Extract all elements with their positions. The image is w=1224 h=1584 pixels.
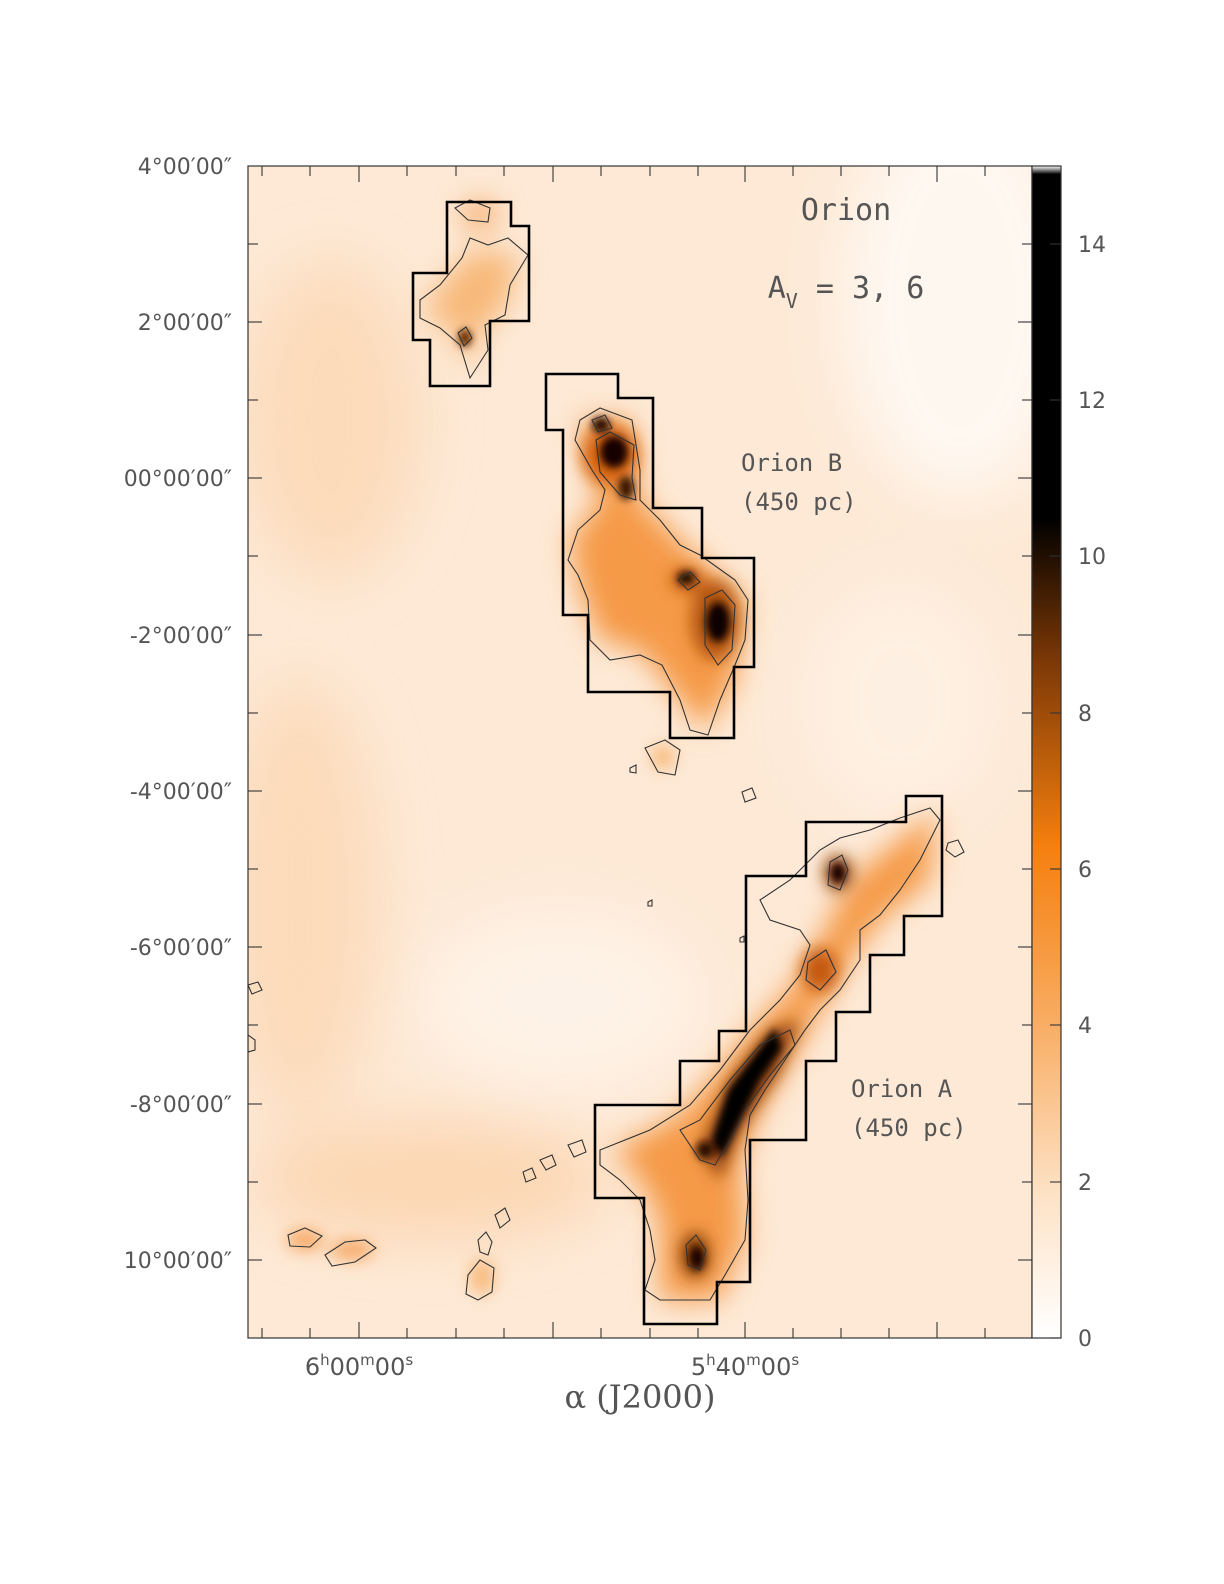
x-axis-label: α (J2000) <box>564 1378 715 1416</box>
colorbar-tick-label: 0 <box>1078 1327 1092 1352</box>
colorbar-tick-label: 10 <box>1078 545 1106 570</box>
y-tick-label: 4°00′00″ <box>138 155 232 180</box>
colorbar-ticks <box>1050 243 1061 1339</box>
y-tick-labels: 4°00′00″ 2°00′00″ 00°00′00″ -2°00′00″ -4… <box>124 155 232 1274</box>
colorbar-tick-label: 14 <box>1078 233 1106 258</box>
x-tick-labels: 6h00m00s 5h40m00s <box>305 1351 800 1381</box>
colorbar-tick-labels: 0 2 4 6 8 10 12 14 <box>1078 233 1106 1352</box>
survey-boundary-north <box>411 200 531 388</box>
y-tick-label: -4°00′00″ <box>130 780 232 805</box>
annotation-orion-b-line1: Orion B <box>741 449 842 477</box>
contour-lines <box>248 199 965 1301</box>
y-tick-label: 00°00′00″ <box>124 467 232 492</box>
y-tick-label: 10°00′00″ <box>124 1249 232 1274</box>
colorbar-tick-label: 2 <box>1078 1171 1092 1196</box>
survey-boundary-orion-b <box>544 372 756 740</box>
colorbar-tick-label: 6 <box>1078 858 1092 883</box>
annotation-orion-b-line2: (450 pc) <box>741 488 857 516</box>
y-tick-label: -2°00′00″ <box>130 624 232 649</box>
colorbar-gradient <box>1031 165 1062 1339</box>
x-tick-label: 5h40m00s <box>691 1351 800 1381</box>
colorbar: 0 2 4 6 8 10 12 14 <box>1031 165 1106 1352</box>
y-tick-label: 2°00′00″ <box>138 311 232 336</box>
y-tick-label: -6°00′00″ <box>130 936 232 961</box>
survey-boundary-orion-a <box>593 794 944 1326</box>
y-tick-label: -8°00′00″ <box>130 1093 232 1118</box>
x-axis-ticks <box>261 166 986 1338</box>
colorbar-tick-label: 4 <box>1078 1014 1092 1039</box>
map-image <box>248 166 1032 1338</box>
survey-boundaries <box>411 200 944 1326</box>
chart-subtitle: AV = 3, 6 <box>768 271 925 313</box>
chart-title: Orion <box>801 193 891 228</box>
colorbar-tick-label: 8 <box>1078 702 1092 727</box>
x-tick-label: 6h00m00s <box>305 1351 414 1381</box>
annotation-orion-a-line1: Orion A <box>851 1075 953 1103</box>
colorbar-tick-label: 12 <box>1078 389 1106 414</box>
annotation-orion-b: Orion B (450 pc) <box>741 449 857 516</box>
annotation-orion-a-line2: (450 pc) <box>851 1114 967 1142</box>
y-axis-ticks <box>248 243 1032 1261</box>
annotation-orion-a: Orion A (450 pc) <box>851 1075 967 1142</box>
